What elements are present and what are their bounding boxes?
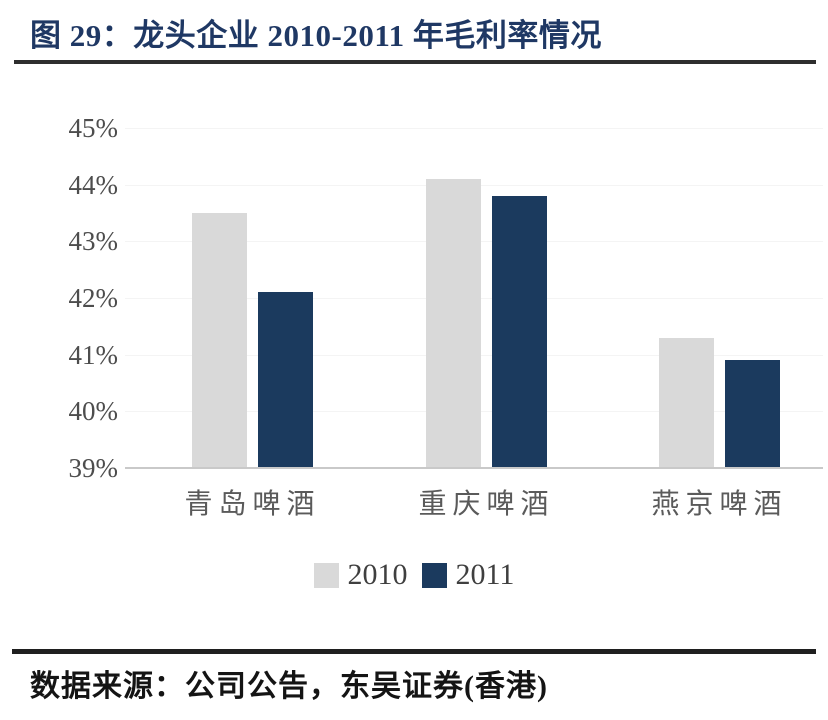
bar-2011-group-2	[725, 360, 780, 468]
legend-entry-2010: 2010	[313, 558, 408, 591]
y-tick-label: 44%	[68, 169, 119, 200]
figure-title: 图 29：龙头企业 2010-2011 年毛利率情况	[30, 18, 602, 53]
bar-2011-group-0	[258, 292, 313, 468]
legend-label-2010: 2010	[347, 558, 408, 591]
legend-label-2011: 2011	[455, 558, 515, 591]
legend-swatch-2010	[313, 562, 339, 588]
bar-2010-group-2	[659, 337, 714, 468]
legend-swatch-2011	[421, 562, 447, 588]
bar-2010-group-1	[426, 179, 481, 468]
title-rule	[14, 60, 816, 64]
x-category-label: 燕京啤酒	[651, 489, 788, 520]
legend-entry-2011: 2011	[421, 558, 515, 591]
footer-rule	[12, 649, 816, 654]
y-tick-label: 45%	[68, 113, 119, 143]
y-tick-label: 42%	[68, 283, 119, 313]
plot-area	[125, 128, 823, 468]
x-axis-baseline	[125, 467, 823, 469]
x-category-label: 青岛啤酒	[184, 489, 321, 520]
data-source-note: 数据来源：公司公告，东吴证券(香港)	[30, 670, 548, 703]
y-tick-label: 43%	[68, 226, 119, 257]
y-tick-label: 39%	[68, 453, 119, 483]
x-category-label: 重庆啤酒	[418, 489, 555, 520]
bar-2010-group-0	[192, 213, 247, 468]
y-tick-label: 40%	[68, 396, 119, 427]
bar-2011-group-1	[492, 196, 547, 468]
y-tick-label: 41%	[68, 339, 119, 370]
legend: 2010 2011	[0, 560, 828, 590]
gridline	[125, 128, 823, 129]
